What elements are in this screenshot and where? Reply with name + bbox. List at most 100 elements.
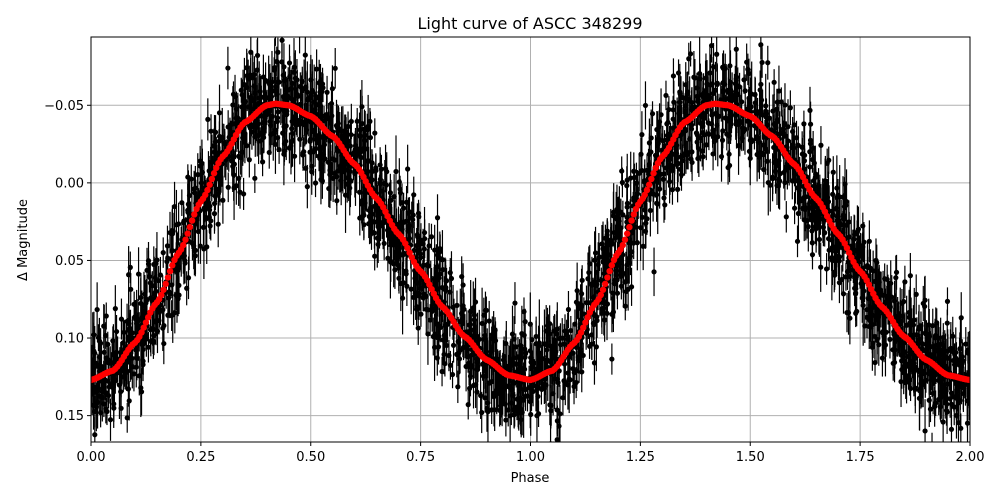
marker	[421, 241, 426, 246]
marker	[108, 417, 113, 422]
marker	[619, 168, 624, 173]
marker	[580, 278, 585, 283]
marker	[92, 432, 97, 437]
marker	[237, 190, 242, 195]
data-point	[405, 145, 410, 194]
marker	[628, 175, 633, 180]
marker	[216, 222, 221, 227]
marker	[844, 223, 849, 228]
data-point	[226, 172, 231, 202]
marker	[317, 80, 322, 85]
marker	[557, 411, 562, 416]
marker	[136, 271, 141, 276]
marker	[575, 288, 580, 293]
marker	[303, 52, 308, 57]
marker	[941, 419, 946, 424]
marker	[643, 103, 648, 108]
marker	[743, 88, 748, 93]
marker	[451, 343, 456, 348]
marker	[277, 147, 282, 152]
marker	[161, 250, 166, 255]
data-point	[772, 69, 777, 95]
marker	[600, 259, 605, 264]
marker	[404, 200, 409, 205]
marker	[844, 310, 849, 315]
marker	[818, 265, 823, 270]
marker	[874, 338, 879, 343]
marker	[623, 279, 628, 284]
marker	[768, 183, 773, 188]
marker	[247, 157, 252, 162]
marker	[461, 282, 466, 287]
marker	[148, 339, 153, 344]
marker	[772, 80, 777, 85]
data-point	[252, 164, 257, 193]
marker	[700, 148, 705, 153]
marker	[104, 409, 109, 414]
marker	[661, 195, 666, 200]
marker	[861, 288, 866, 293]
marker	[824, 266, 829, 271]
marker	[226, 185, 231, 190]
marker	[435, 215, 440, 220]
marker	[579, 369, 584, 374]
marker	[930, 323, 935, 328]
marker	[127, 334, 132, 339]
marker	[754, 136, 759, 141]
marker	[555, 326, 560, 331]
marker	[398, 281, 403, 286]
marker	[236, 154, 241, 159]
marker	[847, 316, 852, 321]
marker	[927, 398, 932, 403]
marker	[831, 170, 836, 175]
marker	[758, 82, 763, 87]
marker	[870, 345, 875, 350]
chart-title: Light curve of ASCC 348299	[417, 14, 642, 33]
marker	[494, 356, 499, 361]
marker	[280, 131, 285, 136]
marker	[834, 185, 839, 190]
marker	[581, 353, 586, 358]
marker	[252, 176, 257, 181]
data-point	[333, 48, 338, 89]
marker	[393, 169, 398, 174]
marker	[282, 149, 287, 154]
marker	[759, 60, 764, 65]
marker	[663, 93, 668, 98]
marker	[723, 66, 728, 71]
marker	[808, 141, 813, 146]
marker	[416, 325, 421, 330]
marker	[547, 402, 552, 407]
marker	[519, 331, 524, 336]
marker	[372, 254, 377, 259]
marker	[782, 180, 787, 185]
marker	[397, 179, 402, 184]
marker	[806, 224, 811, 229]
marker	[770, 108, 775, 113]
marker	[255, 53, 260, 58]
marker	[104, 313, 109, 318]
marker	[648, 208, 653, 213]
marker	[792, 206, 797, 211]
marker	[921, 301, 926, 306]
data-point	[297, 0, 302, 53]
marker	[584, 331, 589, 336]
data-point	[643, 81, 648, 129]
marker	[843, 203, 848, 208]
marker	[765, 60, 770, 65]
marker	[333, 66, 338, 71]
marker	[790, 129, 795, 134]
marker	[597, 254, 602, 259]
marker	[553, 349, 558, 354]
marker	[801, 153, 806, 158]
marker	[521, 309, 526, 314]
data-point	[397, 158, 402, 205]
marker	[949, 427, 954, 432]
marker	[411, 192, 416, 197]
marker	[914, 292, 919, 297]
marker	[343, 193, 348, 198]
marker	[479, 321, 484, 326]
marker	[369, 229, 374, 234]
marker	[611, 210, 616, 215]
